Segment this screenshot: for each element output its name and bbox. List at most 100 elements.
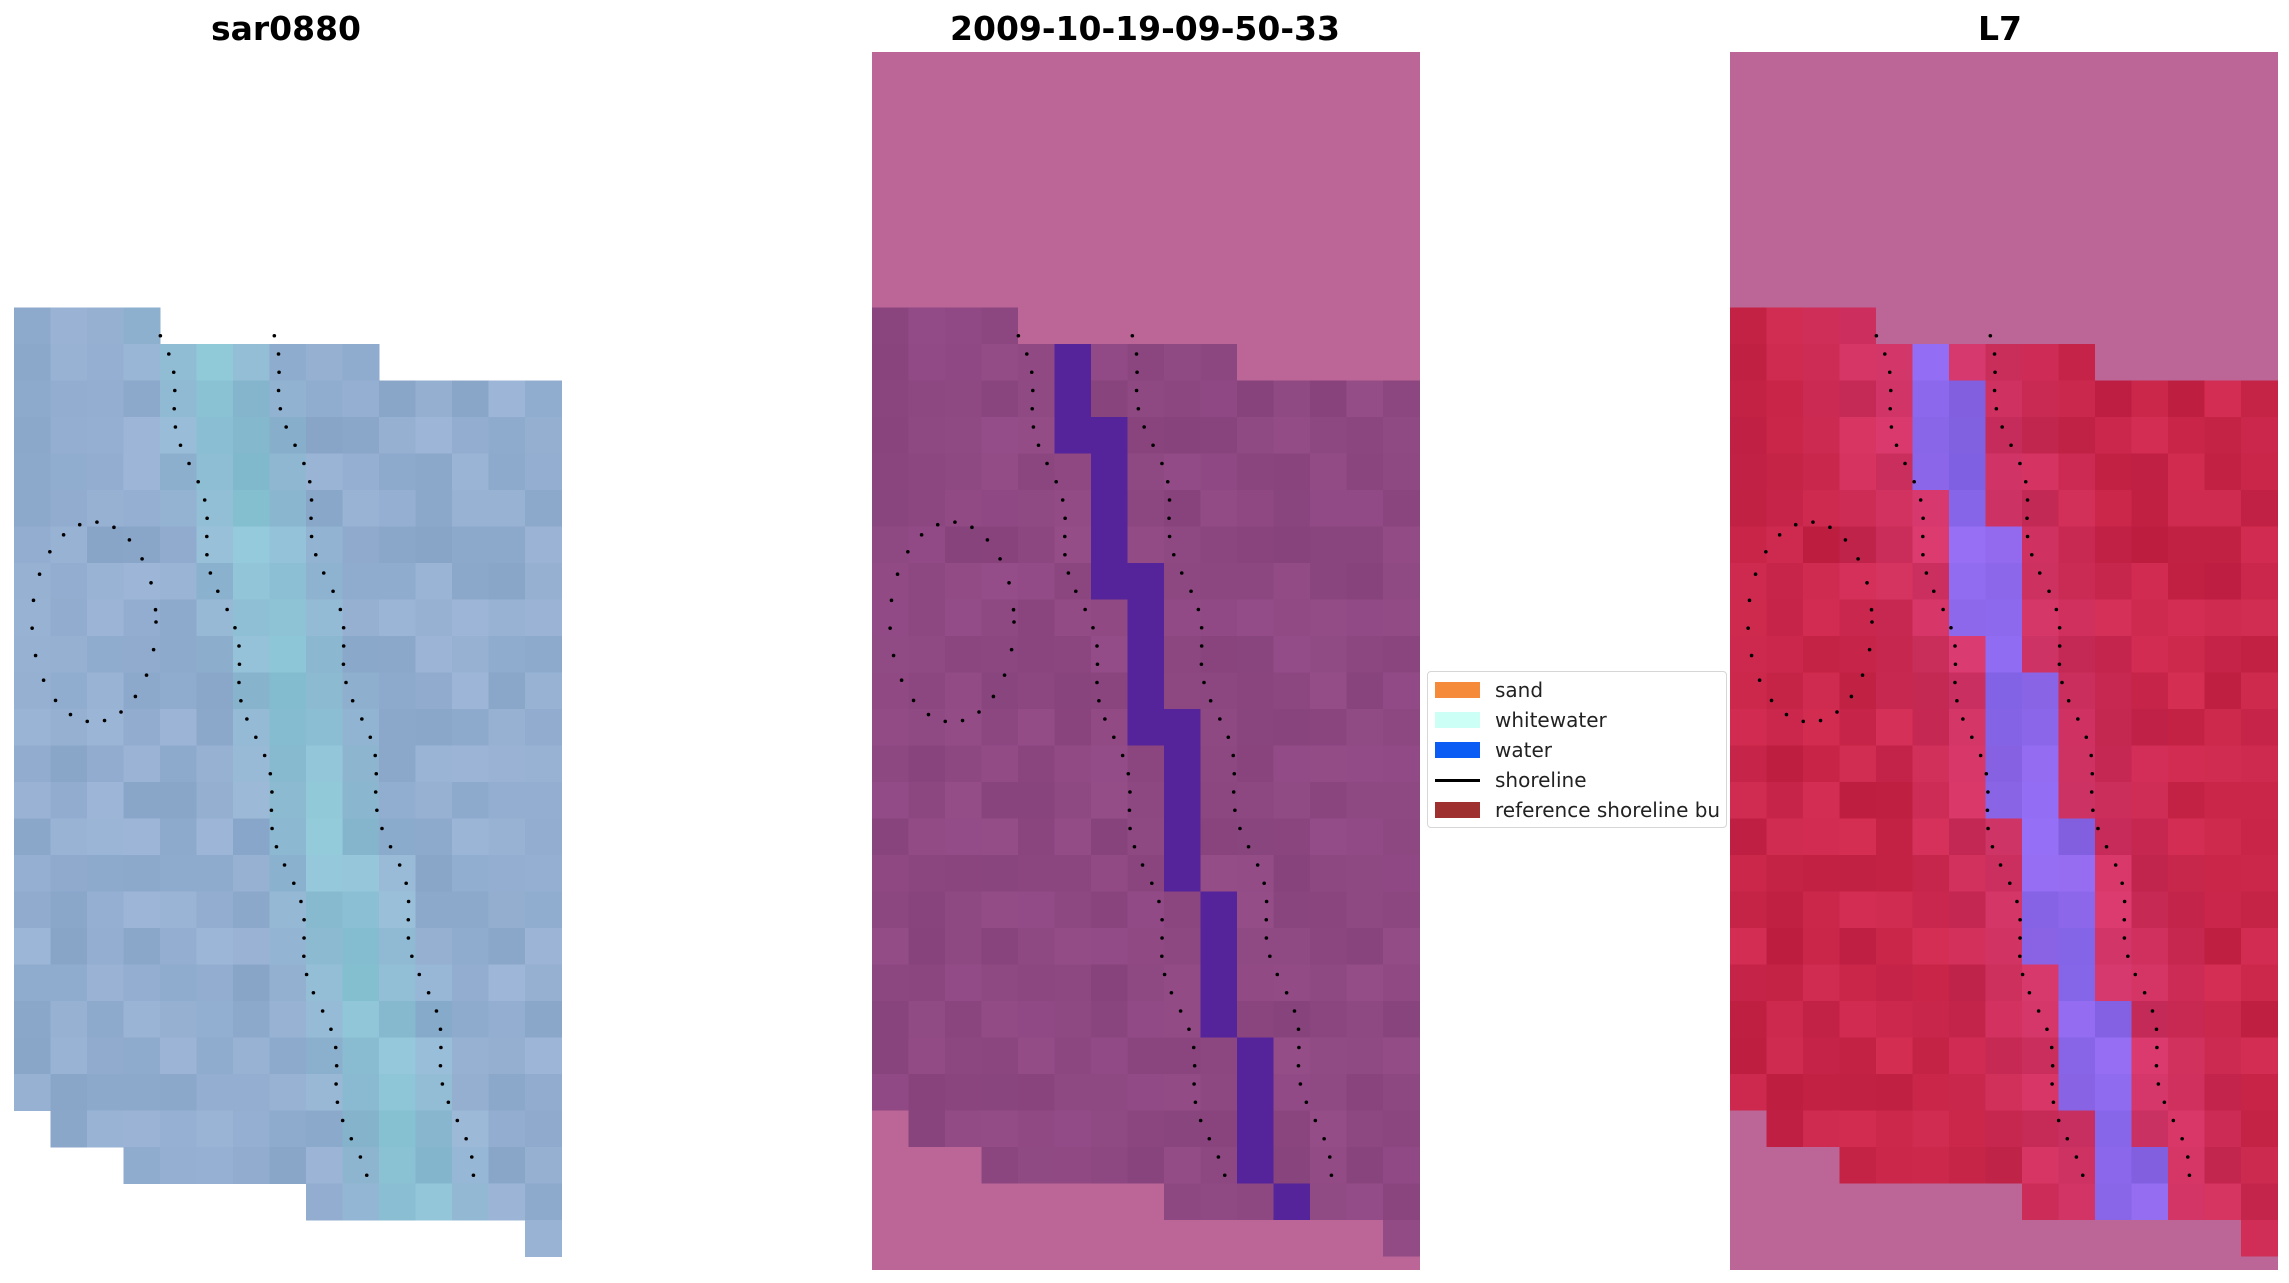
raster-pixel (1839, 818, 1877, 856)
shoreline-dot (2090, 771, 2095, 776)
raster-pixel (1054, 234, 1092, 272)
shoreline-dot (368, 735, 373, 740)
raster-pixel (525, 599, 562, 637)
raster-pixel (488, 1110, 526, 1148)
raster-pixel (1018, 380, 1055, 418)
legend-item-sand: sand (1428, 676, 1726, 704)
raster-pixel (1310, 855, 1347, 892)
raster-pixel (1912, 1220, 1950, 1257)
raster-pixel (87, 599, 124, 637)
shoreline-dot (2054, 607, 2059, 612)
raster-pixel (2168, 1183, 2205, 1221)
raster-pixel (1200, 490, 1238, 527)
raster-pixel (87, 928, 124, 965)
raster-pixel (1091, 563, 1128, 600)
raster-pixel (1949, 490, 1986, 527)
raster-pixel (981, 1037, 1019, 1075)
raster-pixel (2204, 1220, 2242, 1257)
raster-pixel (1985, 52, 2023, 89)
shoreline-dot (309, 534, 314, 539)
raster-pixel (379, 526, 416, 564)
raster-pixel (1876, 88, 1913, 126)
raster-pixel (1876, 1037, 1913, 1075)
raster-pixel (2131, 344, 2169, 381)
raster-pixel (1091, 417, 1128, 454)
shoreline-dot (320, 1009, 325, 1013)
raster-pixel (269, 1147, 307, 1184)
raster-pixel (1054, 380, 1092, 418)
raster-pixel (1730, 234, 1767, 272)
raster-pixel (525, 1147, 562, 1184)
raster-pixel (269, 855, 307, 892)
raster-pixel (1912, 599, 1950, 637)
raster-pixel (306, 1074, 343, 1111)
raster-pixel (269, 709, 307, 746)
raster-pixel (1200, 563, 1238, 600)
shoreline-dot (1157, 899, 1161, 904)
raster-pixel (2058, 636, 2096, 673)
shoreline-dot (2122, 899, 2127, 904)
raster-pixel (872, 563, 909, 600)
raster-pixel (233, 782, 270, 819)
raster-pixel (1876, 599, 1913, 637)
raster-pixel (2204, 563, 2242, 600)
raster-pixel (1876, 417, 1913, 454)
raster-pixel (1803, 234, 1840, 272)
contour-dot (61, 533, 66, 537)
shoreline-dot (313, 552, 318, 557)
raster-pixel (1766, 1110, 1804, 1148)
shoreline-dot (1304, 1100, 1309, 1105)
raster-pixel (1730, 1183, 1767, 1221)
raster-pixel (196, 1074, 234, 1111)
raster-pixel (123, 490, 161, 527)
raster-pixel (233, 563, 270, 600)
shoreline-dot (274, 844, 279, 849)
raster-pixel (1383, 1074, 1420, 1111)
raster-pixel (1091, 745, 1128, 783)
raster-pixel (87, 453, 124, 491)
raster-pixel (1310, 380, 1347, 418)
raster-pixel (1091, 271, 1128, 308)
raster-pixel (1127, 526, 1165, 564)
raster-pixel (1018, 88, 1055, 126)
raster-pixel (342, 818, 380, 856)
raster-pixel (2131, 782, 2169, 819)
raster-pixel (87, 964, 124, 1002)
raster-pixel (945, 1074, 982, 1111)
contour-dot (1747, 598, 1752, 603)
shoreline-dot (1083, 607, 1087, 612)
raster-pixel (1803, 307, 1840, 345)
contour-dot (1784, 712, 1789, 717)
raster-pixel (2095, 453, 2132, 491)
shoreline-dot (329, 1027, 333, 1032)
raster-pixel (1949, 125, 1986, 162)
shoreline-dot (1095, 644, 1099, 648)
raster-pixel (872, 599, 909, 637)
raster-pixel (2204, 928, 2242, 965)
raster-pixel (488, 928, 526, 965)
raster-pixel (2241, 417, 2278, 454)
raster-pixel (342, 855, 380, 892)
raster-pixel (1091, 198, 1128, 235)
raster-pixel (1091, 709, 1128, 746)
raster-pixel (160, 526, 197, 564)
raster-pixel (872, 490, 909, 527)
raster-pixel (1949, 453, 1986, 491)
raster-pixel (1310, 1110, 1347, 1148)
raster-pixel (488, 855, 526, 892)
raster-pixel (2022, 88, 2059, 126)
raster-pixel (1127, 1256, 1165, 1270)
raster-pixel (2022, 1256, 2059, 1270)
contour-dot (1867, 647, 1872, 652)
shoreline-dot (1198, 1118, 1203, 1123)
raster-pixel (1273, 125, 1311, 162)
raster-pixel (2022, 1074, 2059, 1111)
raster-pixel (342, 1037, 380, 1075)
raster-pixel (306, 526, 343, 564)
shoreline-dot (276, 352, 281, 356)
raster-pixel (1164, 526, 1201, 564)
raster-pixel (1912, 198, 1950, 235)
raster-pixel (1383, 380, 1420, 418)
shoreline-dot (1264, 899, 1269, 904)
raster-pixel (2058, 599, 2096, 637)
